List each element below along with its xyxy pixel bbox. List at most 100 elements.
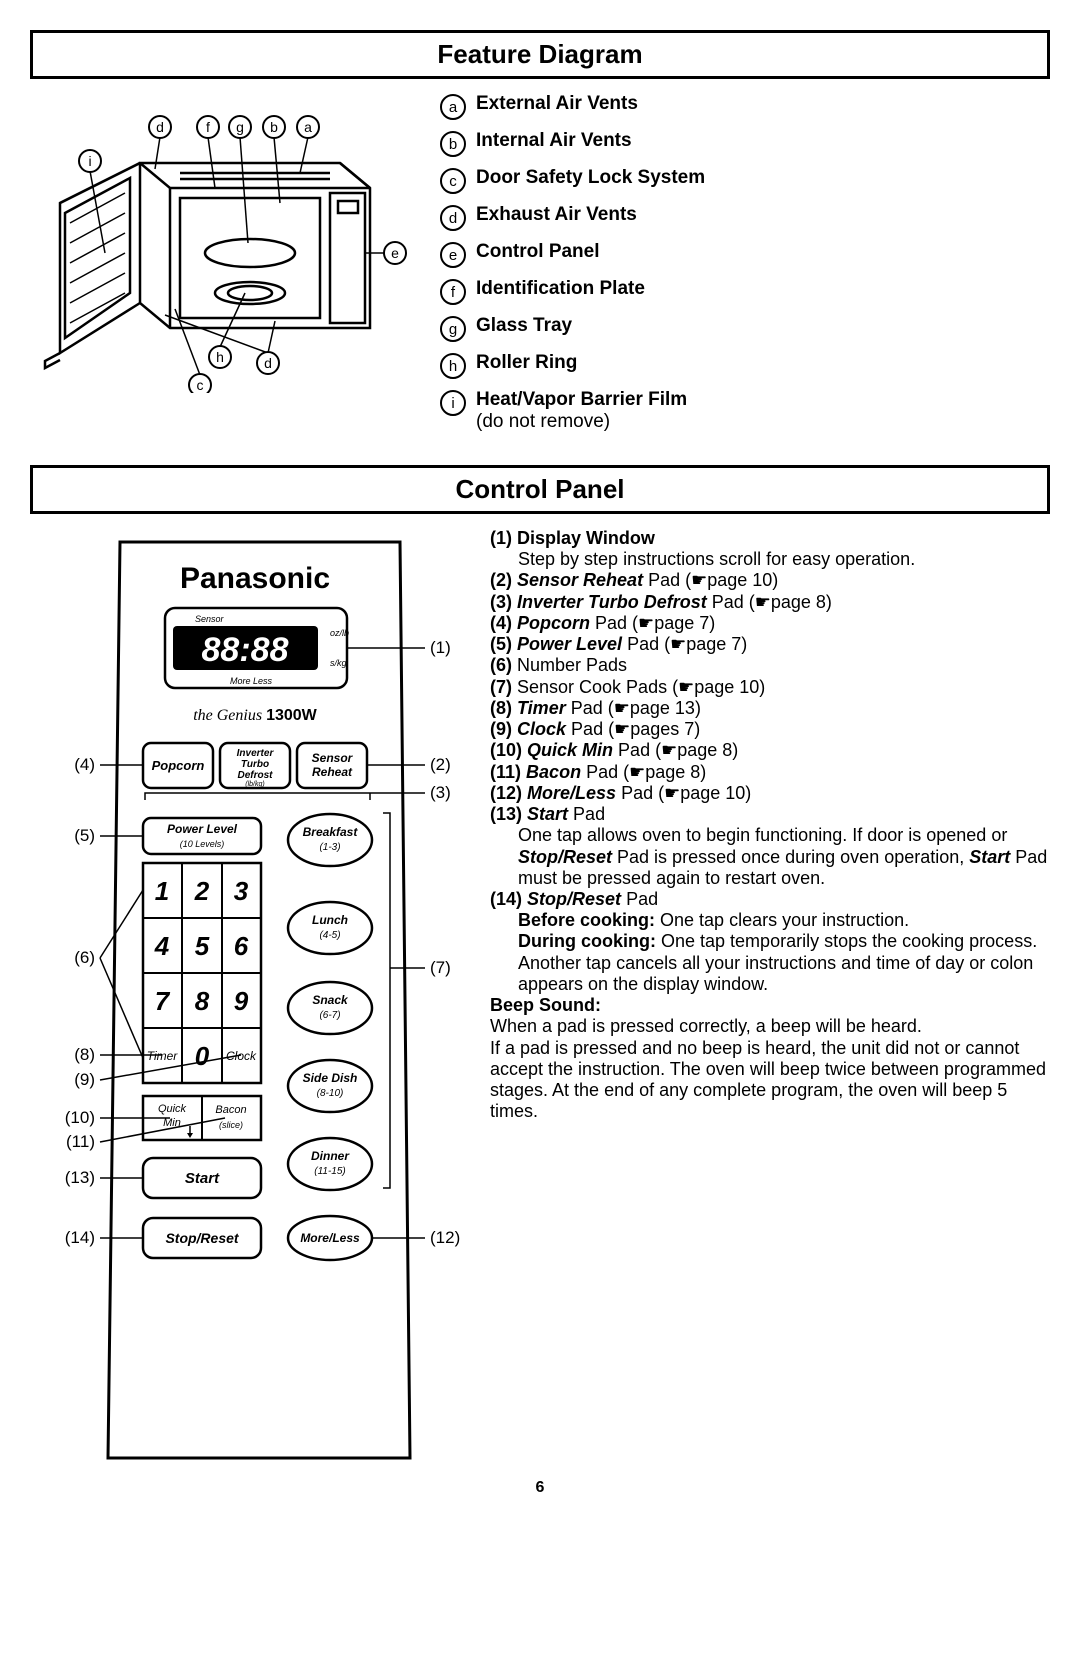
svg-text:(11-15): (11-15) [314,1166,346,1177]
svg-text:Power Level: Power Level [167,822,238,836]
svg-text:8: 8 [195,986,210,1016]
svg-text:Turbo: Turbo [241,759,269,770]
svg-text:Side Dish: Side Dish [303,1071,358,1085]
svg-text:1: 1 [155,876,169,906]
control-panel-instructions: (1) Display WindowStep by step instructi… [490,528,1050,1123]
brand: Panasonic [180,562,330,595]
svg-text:Defrost: Defrost [237,770,273,781]
instruction-item: (11) Bacon Pad (☛page 8) [490,762,1050,783]
svg-text:(3): (3) [430,783,451,802]
svg-text:f: f [206,119,210,135]
instruction-item: (6) Number Pads [490,655,1050,676]
instruction-item: (9) Clock Pad (☛pages 7) [490,719,1050,740]
svg-text:i: i [88,153,91,169]
instruction-item: (12) More/Less Pad (☛page 10) [490,783,1050,804]
svg-text:(5): (5) [74,826,95,845]
svg-text:Clock: Clock [226,1049,257,1063]
circ-i: i [440,390,466,416]
svg-text:c: c [197,377,204,393]
svg-text:Sensor: Sensor [312,751,354,765]
control-panel-title: Control Panel [30,465,1050,514]
legend-item: iHeat/Vapor Barrier Film(do not remove) [440,389,1050,433]
svg-text:oz/lb: oz/lb [330,628,349,638]
svg-text:(4-5): (4-5) [319,930,340,941]
instruction-item: (10) Quick Min Pad (☛page 8) [490,740,1050,761]
svg-text:(slice): (slice) [219,1120,243,1130]
svg-text:Snack: Snack [312,993,349,1007]
svg-text:3: 3 [234,876,249,906]
svg-text:Reheat: Reheat [312,765,353,779]
svg-text:b: b [270,119,278,135]
feature-legend: aExternal Air Vents bInternal Air Vents … [440,93,1050,443]
svg-text:9: 9 [234,986,249,1016]
page-number: 6 [30,1479,1050,1497]
svg-text:(13): (13) [65,1168,95,1187]
svg-text:d: d [156,119,164,135]
svg-text:s/kg: s/kg [330,658,347,668]
svg-text:a: a [304,119,312,135]
instruction-item: (8) Timer Pad (☛page 13) [490,698,1050,719]
svg-text:h: h [216,349,224,365]
svg-text:(7): (7) [430,958,451,977]
svg-text:0: 0 [195,1041,210,1071]
circ-h: h [440,353,466,379]
legend-item: dExhaust Air Vents [440,204,1050,231]
svg-text:(10): (10) [65,1108,95,1127]
circ-d: d [440,205,466,231]
circ-e: e [440,242,466,268]
legend-item: cDoor Safety Lock System [440,167,1050,194]
svg-text:(8): (8) [74,1045,95,1064]
svg-text:(4): (4) [74,755,95,774]
legend-item: bInternal Air Vents [440,130,1050,157]
svg-text:Lunch: Lunch [312,913,348,927]
circ-g: g [440,316,466,342]
svg-text:Start: Start [185,1170,220,1187]
svg-text:Dinner: Dinner [311,1149,350,1163]
svg-text:(12): (12) [430,1228,460,1247]
beep-title: Beep Sound: [490,995,601,1015]
panel-illustration: Panasonic 88:88 Sensor More Less oz/lb s… [30,528,460,1473]
svg-text:5: 5 [195,931,210,961]
svg-text:Inverter: Inverter [237,748,275,759]
svg-text:More/Less: More/Less [300,1231,360,1245]
legend-item: aExternal Air Vents [440,93,1050,120]
svg-text:d: d [264,355,272,371]
circ-f: f [440,279,466,305]
svg-text:6: 6 [234,931,249,961]
svg-text:Bacon: Bacon [215,1104,246,1116]
circ-b: b [440,131,466,157]
svg-text:(2): (2) [430,755,451,774]
svg-text:(11): (11) [66,1132,95,1151]
svg-text:g: g [236,119,244,135]
svg-text:(lb/kg): (lb/kg) [245,781,264,788]
svg-text:(8-10): (8-10) [317,1088,344,1099]
svg-text:e: e [391,245,399,261]
svg-text:Quick: Quick [158,1103,187,1115]
legend-item: eControl Panel [440,241,1050,268]
instruction-item: (2) Sensor Reheat Pad (☛page 10) [490,570,1050,591]
instruction-item: (4) Popcorn Pad (☛page 7) [490,613,1050,634]
svg-text:(1): (1) [430,638,451,657]
feature-diagram-title: Feature Diagram [30,30,1050,79]
svg-text:the Genius1300W: the Genius1300W [193,707,317,724]
circ-a: a [440,94,466,120]
instruction-item: (5) Power Level Pad (☛page 7) [490,634,1050,655]
svg-text:Popcorn: Popcorn [152,758,205,773]
instruction-item: (1) Display WindowStep by step instructi… [490,528,1050,570]
svg-text:Stop/Reset: Stop/Reset [165,1230,239,1246]
svg-text:More Less: More Less [230,676,273,686]
svg-text:Sensor: Sensor [195,614,225,624]
svg-text:(10 Levels): (10 Levels) [180,839,225,849]
feature-diagram-row: d f g b a i e h [30,93,1050,443]
svg-text:(14): (14) [65,1228,95,1247]
svg-text:88:88: 88:88 [202,631,289,669]
svg-text:(1-3): (1-3) [319,842,340,853]
instruction-item: (14) Stop/Reset PadBefore cooking: One t… [490,889,1050,995]
legend-item: gGlass Tray [440,315,1050,342]
svg-text:Timer: Timer [147,1049,179,1063]
beep-body: When a pad is pressed correctly, a beep … [490,1016,1050,1122]
legend-item: hRoller Ring [440,352,1050,379]
svg-text:Breakfast: Breakfast [303,825,359,839]
svg-text:2: 2 [194,876,210,906]
svg-text:(9): (9) [74,1070,95,1089]
